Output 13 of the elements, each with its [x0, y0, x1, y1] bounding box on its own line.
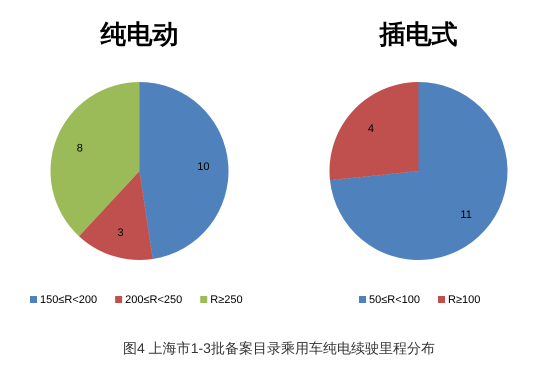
chart-title: 插电式 [378, 19, 458, 49]
caption: 图4 上海市1-3批备案目录乘用车纯电续驶里程分布 [123, 340, 435, 356]
legend-label: R≥250 [210, 294, 243, 306]
data-label: 8 [76, 142, 83, 155]
data-label: 11 [460, 208, 472, 221]
data-label: 10 [197, 161, 210, 174]
chart-title: 纯电动 [100, 19, 178, 49]
data-label: 3 [118, 227, 124, 240]
legend-label: 200≤R<250 [125, 294, 182, 306]
data-label: 4 [368, 123, 374, 136]
legend-label: 50≤R<100 [369, 294, 420, 306]
legend-label: 150≤R<200 [40, 294, 98, 306]
legend-label: R≥100 [448, 294, 480, 306]
